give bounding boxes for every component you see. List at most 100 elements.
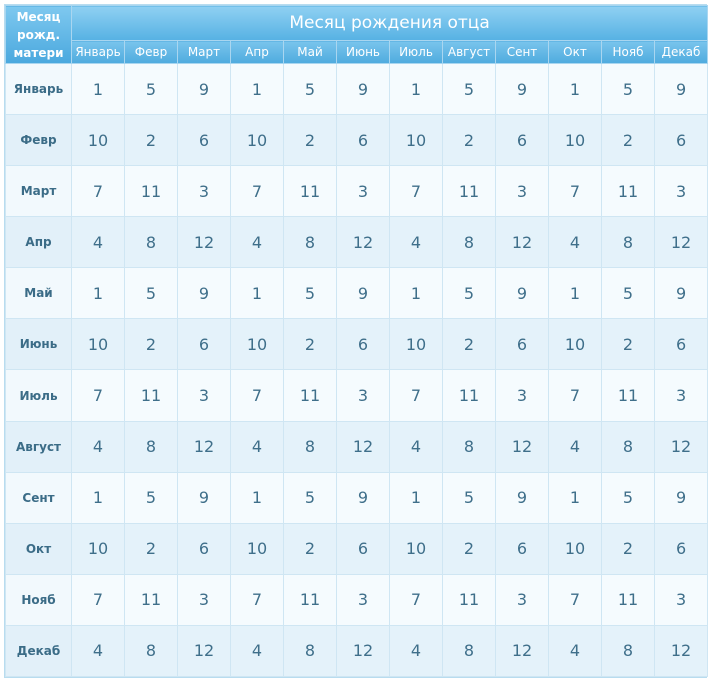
table-cell: 4: [71, 624, 125, 678]
table-cell: 6: [653, 522, 709, 575]
table-cell: 8: [442, 624, 496, 678]
table-cell: 11: [283, 165, 337, 218]
table-cell: 6: [177, 114, 231, 167]
table-cell: 5: [124, 471, 178, 524]
table-cell: 8: [442, 216, 496, 269]
table-cell: 8: [283, 624, 337, 678]
row-header: Июль: [5, 369, 72, 422]
table-cell: 8: [442, 420, 496, 473]
table-cell: 8: [283, 420, 337, 473]
table-cell: 4: [230, 624, 284, 678]
table-cell: 6: [336, 114, 390, 167]
table-row: Апр 4 8 12 4 8 12 4 8 12 4 8 12: [5, 216, 709, 269]
table-cell: 4: [230, 216, 284, 269]
table-cell: 2: [124, 522, 178, 575]
table-cell: 4: [548, 624, 602, 678]
table-cell: 10: [71, 114, 125, 167]
corner-line-1: Месяц: [16, 9, 61, 24]
table-cell: 6: [495, 522, 549, 575]
table-cell: 4: [389, 624, 443, 678]
table-cell: 2: [442, 318, 496, 371]
table-cell: 10: [71, 318, 125, 371]
table-cell: 2: [601, 114, 655, 167]
table-cell: 2: [283, 318, 337, 371]
table-row: Нояб 7 11 3 7 11 3 7 11 3 7 11 3: [5, 573, 709, 626]
table-cell: 5: [601, 62, 655, 116]
table-body: Январь 1 5 9 1 5 9 1 5 9 1 5 9 Февр 10 2 6 10 2 6 10 2 6 10 2 6 Ма…: [5, 62, 709, 678]
table-cell: 7: [548, 573, 602, 626]
table-cell: 11: [601, 165, 655, 218]
table-cell: 6: [177, 318, 231, 371]
column-header: Декаб: [653, 40, 709, 64]
column-header: Апр: [230, 40, 284, 64]
row-header: Август: [5, 420, 72, 473]
table-cell: 1: [389, 471, 443, 524]
table-row: Март 7 11 3 7 11 3 7 11 3 7 11 3: [5, 165, 709, 218]
row-header: Апр: [5, 216, 72, 269]
table-cell: 9: [495, 471, 549, 524]
mother-month-header: Месяц рожд. матери: [5, 5, 72, 64]
table-cell: 7: [548, 165, 602, 218]
table-cell: 2: [124, 318, 178, 371]
table-cell: 11: [124, 573, 178, 626]
table-cell: 12: [177, 420, 231, 473]
column-header: Нояб: [601, 40, 655, 64]
row-header: Сент: [5, 471, 72, 524]
table-cell: 7: [389, 165, 443, 218]
table-cell: 3: [177, 369, 231, 422]
table-cell: 10: [548, 522, 602, 575]
table-cell: 11: [442, 165, 496, 218]
table-cell: 4: [389, 420, 443, 473]
table-cell: 9: [653, 471, 709, 524]
table-cell: 3: [653, 165, 709, 218]
table-cell: 9: [653, 62, 709, 116]
table-cell: 3: [336, 165, 390, 218]
table-cell: 2: [442, 114, 496, 167]
table-cell: 7: [71, 573, 125, 626]
table-cell: 9: [177, 267, 231, 320]
table-cell: 5: [124, 62, 178, 116]
table-cell: 5: [283, 267, 337, 320]
table-cell: 4: [71, 420, 125, 473]
table-cell: 10: [230, 114, 284, 167]
row-header: Февр: [5, 114, 72, 167]
table-row: Декаб 4 8 12 4 8 12 4 8 12 4 8 12: [5, 624, 709, 678]
table-cell: 12: [336, 216, 390, 269]
table-cell: 4: [389, 216, 443, 269]
table-cell: 1: [389, 62, 443, 116]
table-cell: 10: [548, 114, 602, 167]
table-cell: 8: [601, 420, 655, 473]
table-cell: 11: [283, 573, 337, 626]
column-header: Март: [177, 40, 231, 64]
row-header: Январь: [5, 62, 72, 116]
table-cell: 2: [283, 114, 337, 167]
father-month-title: Месяц рождения отца: [70, 5, 709, 41]
table-cell: 3: [495, 165, 549, 218]
table-cell: 12: [495, 624, 549, 678]
table-cell: 9: [177, 62, 231, 116]
table-cell: 5: [442, 62, 496, 116]
column-header: Февр: [124, 40, 178, 64]
table-cell: 6: [653, 318, 709, 371]
table-cell: 1: [548, 267, 602, 320]
column-header: Окт: [548, 40, 602, 64]
table-cell: 10: [548, 318, 602, 371]
table-cell: 10: [230, 522, 284, 575]
table-row: Февр 10 2 6 10 2 6 10 2 6 10 2 6: [5, 114, 709, 167]
column-header-row: Январь Февр Март Апр Май Июнь Июль Август Сент Ок…: [6, 40, 709, 64]
table-cell: 1: [230, 267, 284, 320]
table-cell: 11: [442, 369, 496, 422]
table-cell: 7: [548, 369, 602, 422]
row-header: Декаб: [5, 624, 72, 678]
table-cell: 3: [336, 369, 390, 422]
table-cell: 8: [283, 216, 337, 269]
table-cell: 11: [124, 369, 178, 422]
table-cell: 7: [71, 369, 125, 422]
table-cell: 1: [230, 471, 284, 524]
corner-line-3: матери: [13, 45, 64, 60]
table-cell: 1: [389, 267, 443, 320]
table-cell: 8: [124, 216, 178, 269]
table-cell: 12: [177, 624, 231, 678]
table-cell: 5: [283, 62, 337, 116]
table-cell: 10: [389, 318, 443, 371]
